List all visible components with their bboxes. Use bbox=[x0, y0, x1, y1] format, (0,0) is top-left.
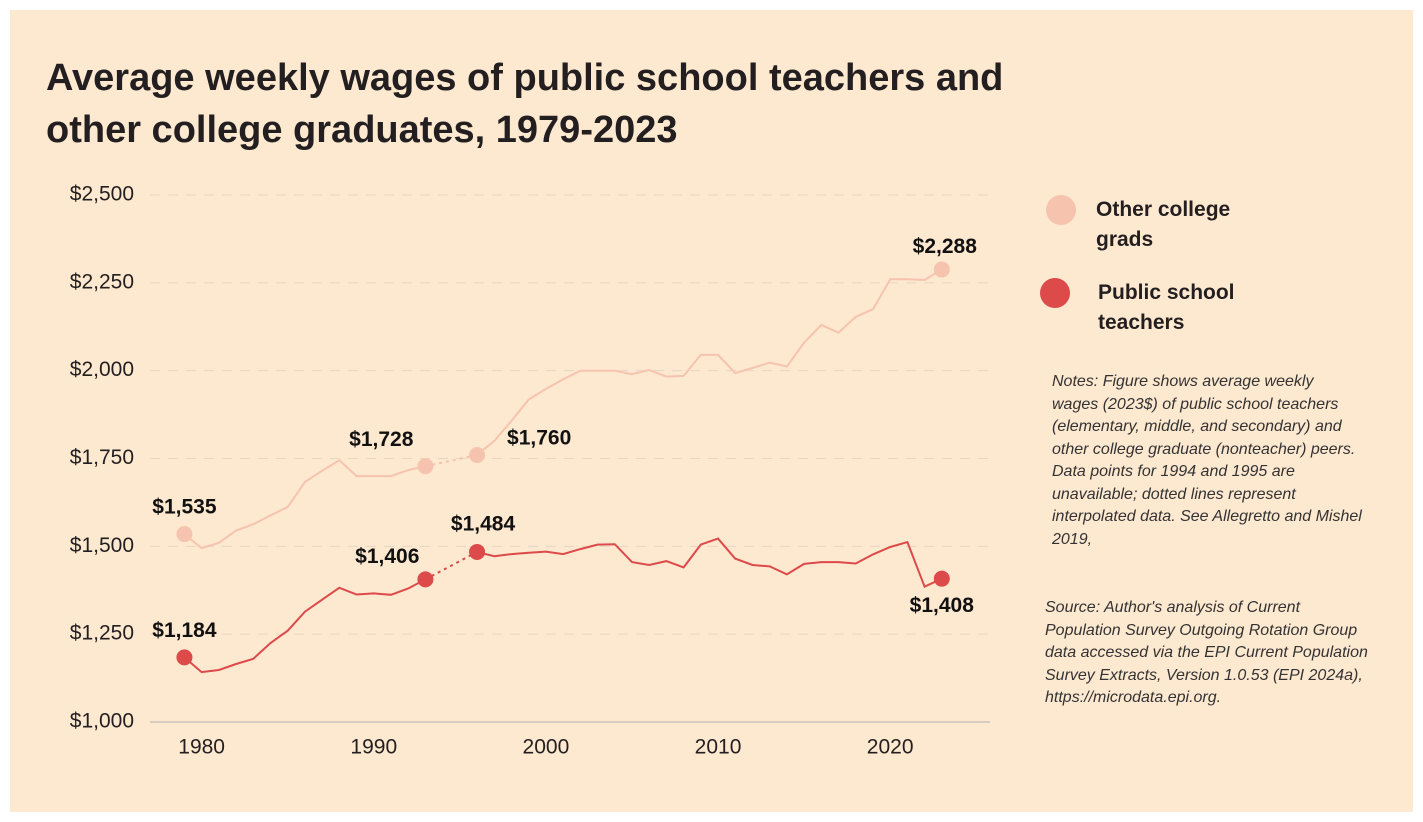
data-label: $1,728 bbox=[349, 428, 414, 451]
point bbox=[933, 570, 950, 587]
x-tick-label: 2000 bbox=[523, 736, 570, 759]
notes: Notes: Figure shows average weekly wages… bbox=[1052, 373, 1362, 548]
legend-marker bbox=[1046, 195, 1076, 225]
interpolated-line bbox=[425, 454, 478, 468]
interpolated-line bbox=[424, 551, 478, 581]
y-tick-label: $2,500 bbox=[70, 183, 134, 206]
point bbox=[469, 543, 486, 560]
point bbox=[176, 649, 193, 666]
data-label: $2,288 bbox=[913, 235, 978, 258]
background bbox=[10, 10, 1413, 812]
y-tick-label: $1,000 bbox=[70, 710, 134, 733]
y-tick-label: $1,750 bbox=[70, 446, 134, 469]
data-label: $1,408 bbox=[910, 594, 975, 617]
point bbox=[469, 446, 486, 463]
line bbox=[183, 537, 943, 674]
point bbox=[417, 458, 434, 475]
legend-marker bbox=[1040, 278, 1070, 308]
legend-item: Other college grads bbox=[1046, 195, 1266, 255]
data-label: $1,406 bbox=[355, 545, 419, 568]
data-label: $1,484 bbox=[451, 513, 516, 536]
legend-label: Public school teachers bbox=[1098, 281, 1235, 334]
x-tick-label: 2010 bbox=[695, 736, 742, 759]
data-label: $1,760 bbox=[507, 427, 571, 450]
y-tick-label: $1,500 bbox=[70, 534, 134, 557]
x-tick-label: 2020 bbox=[867, 736, 914, 759]
x-tick-label: 1990 bbox=[350, 736, 397, 759]
y-tick-label: $2,000 bbox=[70, 358, 134, 381]
y-tick-label: $2,250 bbox=[70, 270, 134, 293]
point bbox=[933, 261, 950, 278]
line bbox=[183, 268, 943, 550]
legend-label: Other college grads bbox=[1096, 198, 1231, 251]
point bbox=[417, 571, 434, 588]
point bbox=[176, 526, 193, 543]
data-label: $1,535 bbox=[152, 496, 217, 519]
data-label: $1,184 bbox=[152, 619, 217, 642]
y-tick-label: $1,250 bbox=[70, 622, 134, 645]
legend-item: Public school teachers bbox=[1040, 278, 1260, 338]
chart-title: Average weekly wages of public school te… bbox=[46, 57, 1004, 151]
x-tick-label: 1980 bbox=[178, 736, 225, 759]
source: Source: Author's analysis of Current Pop… bbox=[1045, 599, 1368, 706]
